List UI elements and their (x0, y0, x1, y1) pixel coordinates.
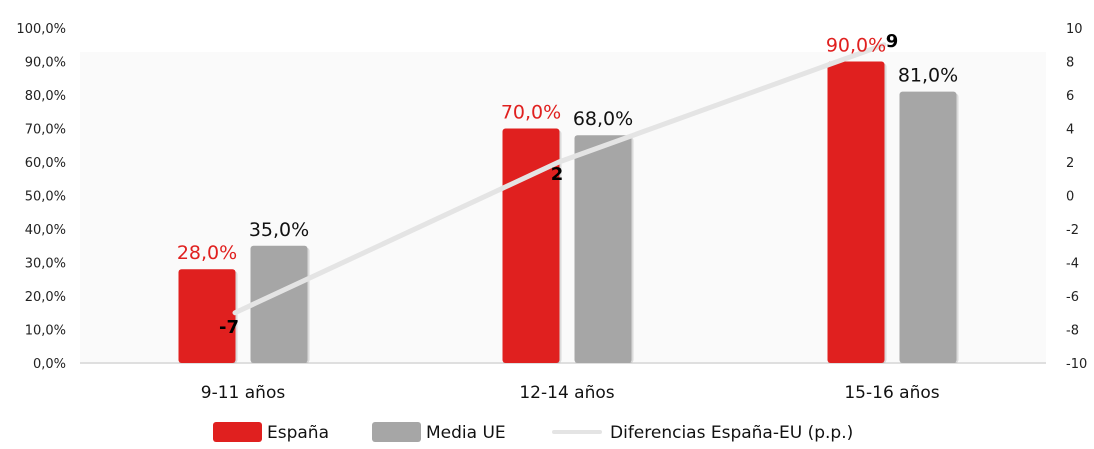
legend-item-espana-swatch (213, 422, 262, 442)
right-axis: -10 -8 -6 -4 -2 0 2 4 6 8 10 (1066, 22, 1087, 372)
data-label-media-ue: 81,0% (898, 65, 958, 87)
data-label-diferencias: -7 (219, 317, 239, 338)
left-axis-tick-label: 50,0% (25, 190, 66, 205)
legend-item-diferencias-label: Diferencias España-EU (p.p.) (610, 423, 853, 443)
data-label-media-ue: 35,0% (249, 219, 309, 241)
right-axis-tick-label: 6 (1066, 89, 1074, 104)
data-label-diferencias: 2 (551, 164, 564, 185)
data-label-espana: 28,0% (177, 242, 237, 264)
left-axis-tick-label: 100,0% (16, 22, 66, 37)
legend-item-espana-label: España (267, 423, 329, 443)
legend-item-media-ue-swatch (372, 422, 421, 442)
bar-espana (178, 269, 236, 363)
left-axis: 0,0% 10,0% 20,0% 30,0% 40,0% 50,0% 60,0% 70,0% 8… (16, 22, 66, 372)
right-axis-tick-label: 0 (1066, 190, 1074, 205)
left-axis-tick-label: 10,0% (25, 324, 66, 339)
left-axis-tick-label: 30,0% (25, 257, 66, 272)
right-axis-tick-label: -2 (1066, 223, 1079, 238)
right-axis-tick-label: 4 (1066, 123, 1074, 138)
left-axis-tick-label: 60,0% (25, 156, 66, 171)
bar-media-ue (250, 245, 308, 363)
data-label-espana: 70,0% (501, 102, 561, 124)
line-series: -7 2 9 (219, 31, 898, 338)
left-axis-tick-label: 80,0% (25, 89, 66, 104)
data-label-diferencias: 9 (886, 31, 899, 52)
data-label-media-ue: 68,0% (573, 108, 633, 130)
category-label: 12-14 años (519, 383, 614, 403)
legend: España Media UE Diferencias España-EU (p.p… (213, 422, 853, 443)
category-labels: 9-11 años 12-14 años 15-16 años (201, 383, 940, 403)
left-axis-tick-label: 20,0% (25, 290, 66, 305)
left-axis-tick-label: 40,0% (25, 223, 66, 238)
data-labels: 28,0% 35,0% 70,0% 68,0% 90,0% 81,0% (177, 35, 958, 265)
category-label: 9-11 años (201, 383, 286, 403)
right-axis-tick-label: 2 (1066, 156, 1074, 171)
right-axis-tick-label: 8 (1066, 56, 1074, 71)
bar-espana (502, 128, 560, 363)
right-axis-tick-label: 10 (1066, 22, 1083, 37)
right-axis-tick-label: -10 (1066, 357, 1087, 372)
right-axis-tick-label: -8 (1066, 324, 1079, 339)
category-label: 15-16 años (844, 383, 939, 403)
left-axis-tick-label: 0,0% (33, 357, 66, 372)
left-axis-tick-label: 70,0% (25, 123, 66, 138)
bar-media-ue (899, 91, 957, 364)
bar-espana (827, 61, 885, 363)
line-diferencias (232, 42, 887, 316)
bars (178, 61, 959, 364)
right-axis-tick-label: -6 (1066, 290, 1079, 305)
bar-media-ue (574, 135, 632, 363)
data-label-espana: 90,0% (826, 35, 886, 57)
right-axis-tick-label: -4 (1066, 257, 1079, 272)
legend-item-media-ue-label: Media UE (426, 423, 506, 443)
left-axis-tick-label: 90,0% (25, 56, 66, 71)
